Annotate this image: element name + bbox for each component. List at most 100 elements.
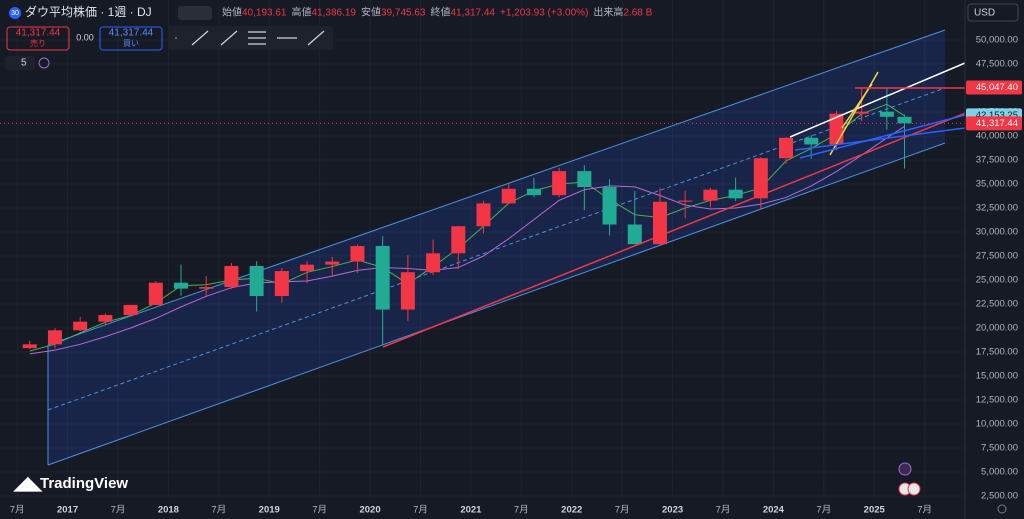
candle-body [476, 203, 491, 227]
drag-handle [175, 37, 177, 39]
candle-body [174, 282, 189, 289]
candle-body [148, 282, 163, 305]
legend-label: 安値 [361, 6, 381, 19]
buy-price: 41,317.44 [109, 28, 154, 39]
x-tick-label: 2023 [662, 505, 683, 516]
y-tick-label: 35,000.00 [976, 179, 1018, 190]
candle-body [400, 272, 415, 310]
x-tick-label: 2024 [763, 505, 785, 516]
x-tick-label: 7月 [917, 505, 932, 516]
chart-title: ダウ平均株価 · 1週 · DJ [25, 4, 152, 19]
ray-tool[interactable] [220, 30, 238, 46]
x-tick-label: 7月 [716, 505, 731, 516]
buy-label: 買い [123, 39, 139, 48]
support-line [382, 111, 969, 348]
indicator-count: 5 [21, 58, 27, 69]
candle-body [854, 111, 869, 114]
x-tick-label: 7月 [312, 505, 327, 516]
candle-body [602, 187, 617, 225]
candle-body [728, 189, 743, 199]
candle-body [753, 158, 768, 199]
y-tick-label: 20,000.00 [976, 323, 1018, 334]
x-tick-label: 2021 [460, 505, 482, 516]
legend-value: 2.68 B [623, 8, 652, 19]
visibility-toggle[interactable] [178, 6, 212, 20]
candle-body [123, 304, 138, 316]
trend-line [794, 127, 966, 151]
x-tick-label: 7月 [10, 505, 25, 516]
candle-body [451, 226, 466, 254]
candle-body [274, 271, 289, 297]
legend-label: 始値 [222, 6, 242, 19]
candle-body [224, 265, 239, 288]
candle-body [325, 261, 340, 265]
extended-tool[interactable] [307, 30, 325, 46]
candle-body [678, 200, 693, 202]
candle-body [897, 116, 912, 124]
y-tick-label: 12,500.00 [976, 395, 1018, 406]
buy-button[interactable] [99, 26, 163, 51]
y-tick-label: 7,500.00 [981, 443, 1018, 454]
y-tick-label: 2,500.00 [981, 491, 1018, 502]
x-tick-label: 7月 [413, 505, 428, 516]
candle-body [47, 330, 62, 345]
candle-body [199, 287, 214, 289]
candle-body [627, 224, 642, 245]
candle-body [804, 137, 819, 145]
candle-body [577, 171, 592, 188]
trendline-tool[interactable] [191, 30, 209, 46]
y-tick-label: 17,500.00 [976, 347, 1018, 358]
y-tick-label: 30,000.00 [976, 227, 1018, 238]
legend-label: 出来高 [593, 6, 623, 19]
legend-label: 終値 [431, 6, 451, 19]
candle-body [703, 189, 718, 201]
x-tick-label: 2025 [864, 505, 886, 516]
candle-body [879, 111, 894, 117]
y-tick-label: 22,500.00 [976, 299, 1018, 310]
x-tick-label: 7月 [514, 505, 529, 516]
sell-label: 売り [30, 38, 46, 48]
currency-box[interactable] [967, 3, 1019, 22]
sell-price: 41,317.44 [16, 28, 61, 39]
sell-button[interactable] [6, 26, 70, 51]
candle-body [552, 171, 567, 196]
legend-label: 高値 [292, 6, 312, 19]
candle-body [300, 264, 315, 272]
y-tick-label: 5,000.00 [981, 467, 1018, 478]
x-tick-label: 2018 [158, 505, 179, 516]
candle-body [249, 265, 264, 297]
legend-value: 40,193.61 [242, 8, 287, 19]
spread: 0.00 [76, 32, 94, 42]
indicator-toggle[interactable] [5, 56, 35, 70]
candle-body [779, 137, 794, 159]
candle-body [526, 188, 541, 196]
x-tick-label: 2017 [57, 505, 78, 516]
y-tick-label: 37,500.00 [976, 155, 1018, 166]
price-label: 42,153.25 [976, 110, 1018, 121]
brand-logo: ◢◣ [13, 473, 43, 493]
candle-body [22, 344, 37, 349]
x-tick-label: 7月 [816, 505, 831, 516]
y-tick-label: 40,000.00 [976, 131, 1018, 142]
symbol-badge-text: 30 [11, 10, 19, 17]
indicator-icon[interactable] [38, 57, 50, 69]
candle-body [426, 253, 441, 273]
event-icon[interactable] [898, 462, 912, 476]
x-tick-label: 2022 [561, 505, 582, 516]
trend-line [799, 114, 966, 159]
price-label: 45,047.40 [976, 82, 1018, 93]
settings-icon[interactable] [997, 504, 1007, 514]
candle-body [98, 315, 113, 322]
y-tick-label: 10,000.00 [976, 419, 1018, 430]
axis: 2,500.00 5,000.00 7,500.00 10,000.00 12,500.… [966, 35, 1022, 502]
ohlc-legend: 始値 40,193.61 高値 41,386.19 安値 39,745.63 終値 41,31… [222, 6, 653, 19]
y-tick-label: 47,500.00 [976, 59, 1018, 70]
price-label: 41,317.44 [976, 118, 1018, 129]
event-icon[interactable] [907, 482, 921, 496]
candle-body [350, 246, 365, 262]
legend-value: 41,317.44 [451, 8, 496, 19]
candle-body [375, 246, 390, 310]
